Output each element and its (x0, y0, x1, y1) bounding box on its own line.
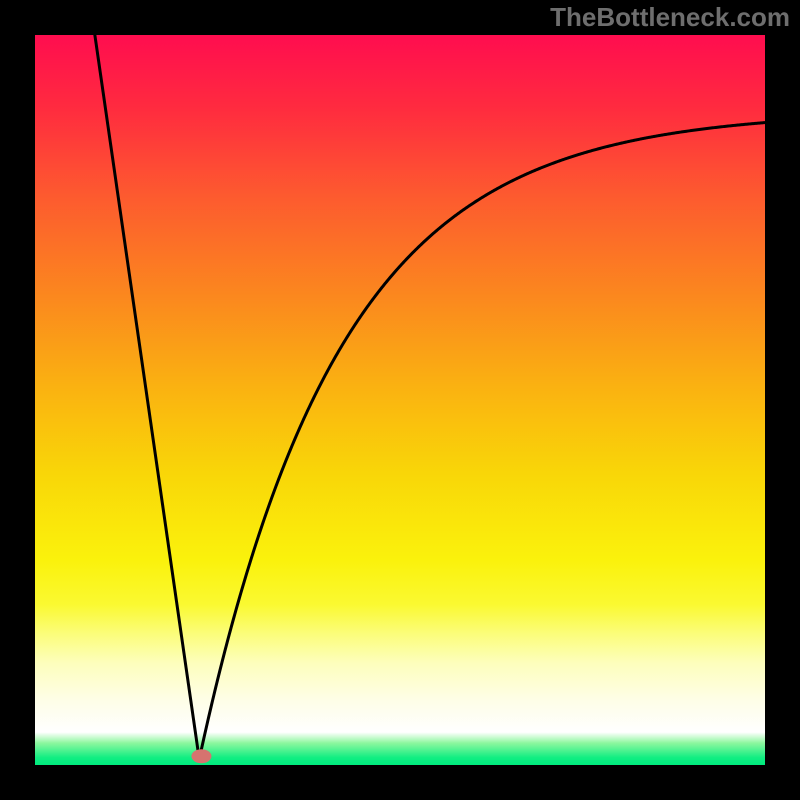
watermark-text: TheBottleneck.com (550, 2, 790, 32)
bottleneck-chart: TheBottleneck.com (0, 0, 800, 800)
plot-area (35, 35, 765, 765)
optimum-marker (191, 749, 211, 763)
